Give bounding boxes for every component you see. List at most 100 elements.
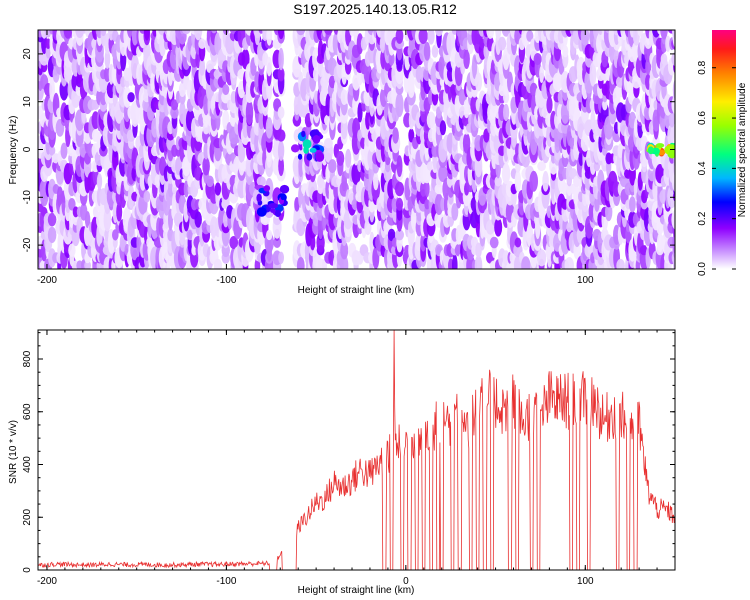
spectrogram-feature-blob xyxy=(647,146,654,155)
spectrogram-cell xyxy=(310,234,316,251)
spectrogram-cell xyxy=(59,78,69,101)
spectrogram-feature-blob xyxy=(268,203,279,209)
spectrogram-cell xyxy=(502,163,511,185)
spectrogram-cell xyxy=(365,110,371,130)
spectrogram-cell xyxy=(49,77,55,102)
spectrogram-feature-blob xyxy=(274,209,281,217)
colorbar-tick-label: 0.2 xyxy=(697,211,708,225)
spectrogram-cell xyxy=(298,155,304,178)
spectrogram-cell xyxy=(495,30,502,41)
spectrogram-cell xyxy=(373,172,379,191)
spectrogram-cell xyxy=(221,91,231,104)
spectrogram-cell xyxy=(656,232,664,253)
spectrogram-xlabel: Height of straight line (km) xyxy=(298,285,415,296)
spectrogram-cell xyxy=(537,161,546,172)
spectrogram-cell xyxy=(353,30,360,36)
spectrogram-cell xyxy=(395,92,404,118)
spectrogram-cell xyxy=(503,103,510,122)
colorbar-tick-label: 0.8 xyxy=(697,60,708,74)
x-tick-label: -100 xyxy=(216,576,236,587)
spectrogram-cell xyxy=(489,236,499,249)
spectrogram-cell xyxy=(514,237,522,248)
spectrogram-cell xyxy=(100,30,107,37)
spectrogram-cell xyxy=(276,129,286,142)
spectrogram-feature-blob xyxy=(263,185,271,192)
spectrogram-cell xyxy=(277,30,285,40)
spectrogram-cell xyxy=(369,231,375,254)
spectrogram-cell xyxy=(183,180,189,198)
spectrogram-cell xyxy=(474,72,483,92)
spectrogram-cell xyxy=(668,112,675,128)
spectrogram-cell xyxy=(562,45,569,58)
spectrogram-cell xyxy=(278,251,284,264)
spectrogram-cell xyxy=(420,233,427,252)
spectrogram-cell xyxy=(340,254,349,269)
colorbar-ticks: 0.0 0.2 0.4 0.6 0.8 xyxy=(697,60,736,276)
x-tick-label: 0 xyxy=(403,576,409,587)
page-title: S197.2025.140.13.05.R12 xyxy=(293,1,457,17)
spectrogram-feature-blob xyxy=(256,193,262,202)
spectrogram-cell xyxy=(408,70,415,94)
spectrogram-cell xyxy=(667,185,675,209)
spectrogram-cell xyxy=(273,237,281,248)
spectrogram-cell xyxy=(277,106,285,119)
spectrogram-cell xyxy=(420,181,427,197)
spectrogram-cell xyxy=(75,30,85,38)
y-tick-label: 800 xyxy=(22,350,33,367)
spectrogram-cell xyxy=(542,170,549,192)
colorbar-label: Normalized spectral amplitude xyxy=(737,82,748,217)
spectrogram-cell xyxy=(672,79,675,100)
spectrogram-cell xyxy=(521,256,531,269)
y-tick-label: -20 xyxy=(22,237,33,252)
spectrogram-cell xyxy=(514,170,522,193)
spectrogram-cell xyxy=(671,51,675,67)
spectrogram-cell xyxy=(651,30,661,38)
colorbar-gradient xyxy=(712,30,736,269)
spectrogram-cell xyxy=(96,173,103,190)
spectrogram-cell xyxy=(245,100,254,125)
spectrogram-cell xyxy=(214,32,222,55)
spectrogram-cell xyxy=(660,30,668,40)
spectrogram-cell xyxy=(474,255,483,269)
spectrogram-cell xyxy=(328,159,337,174)
spectrogram-cell xyxy=(486,30,495,39)
spectrogram-cell xyxy=(266,56,273,77)
spectrogram-cell xyxy=(199,57,206,76)
spectrogram-cell xyxy=(198,38,206,49)
spectrogram-cell xyxy=(424,199,430,210)
snr-line xyxy=(38,330,675,570)
spectrogram-cell xyxy=(256,176,266,187)
spectrogram-cell xyxy=(463,49,470,69)
spectrogram-cell xyxy=(616,258,625,269)
spectrogram-cell xyxy=(48,145,56,156)
spectrogram-cells xyxy=(38,30,675,269)
colorbar-tick-label: 0.0 xyxy=(697,262,708,276)
spectrogram-cell xyxy=(539,65,545,84)
spectrogram-cell xyxy=(241,48,250,70)
spectrogram-feature-blob xyxy=(280,194,286,201)
spectrogram-feature-blob xyxy=(302,139,312,149)
spectrogram-cell xyxy=(63,30,73,39)
spectrogram-cell xyxy=(258,111,265,130)
spectrogram-cell xyxy=(222,30,229,35)
spectrogram-cell xyxy=(671,30,675,40)
x-tick-label: 100 xyxy=(577,275,594,286)
spectrogram-cell xyxy=(345,148,352,168)
y-tick-label: -10 xyxy=(22,190,33,205)
spectrogram-cell xyxy=(203,142,209,160)
x-tick-label: -100 xyxy=(216,275,236,286)
spectrogram-feature-blob xyxy=(668,148,675,159)
spectrogram-cell xyxy=(462,132,471,154)
spectrogram-cell xyxy=(60,142,68,159)
spectrogram-cell xyxy=(474,154,483,178)
spectrogram-cell xyxy=(294,197,300,212)
spectrogram-cell xyxy=(529,170,538,192)
colorbar-tick-label: 0.6 xyxy=(697,111,708,125)
spectrogram-cell xyxy=(438,165,448,183)
spectrogram-cell xyxy=(323,138,333,149)
spectrogram-feature-blob xyxy=(256,207,267,217)
spectrogram-cell xyxy=(277,140,285,161)
spectrogram-cell xyxy=(660,53,668,65)
